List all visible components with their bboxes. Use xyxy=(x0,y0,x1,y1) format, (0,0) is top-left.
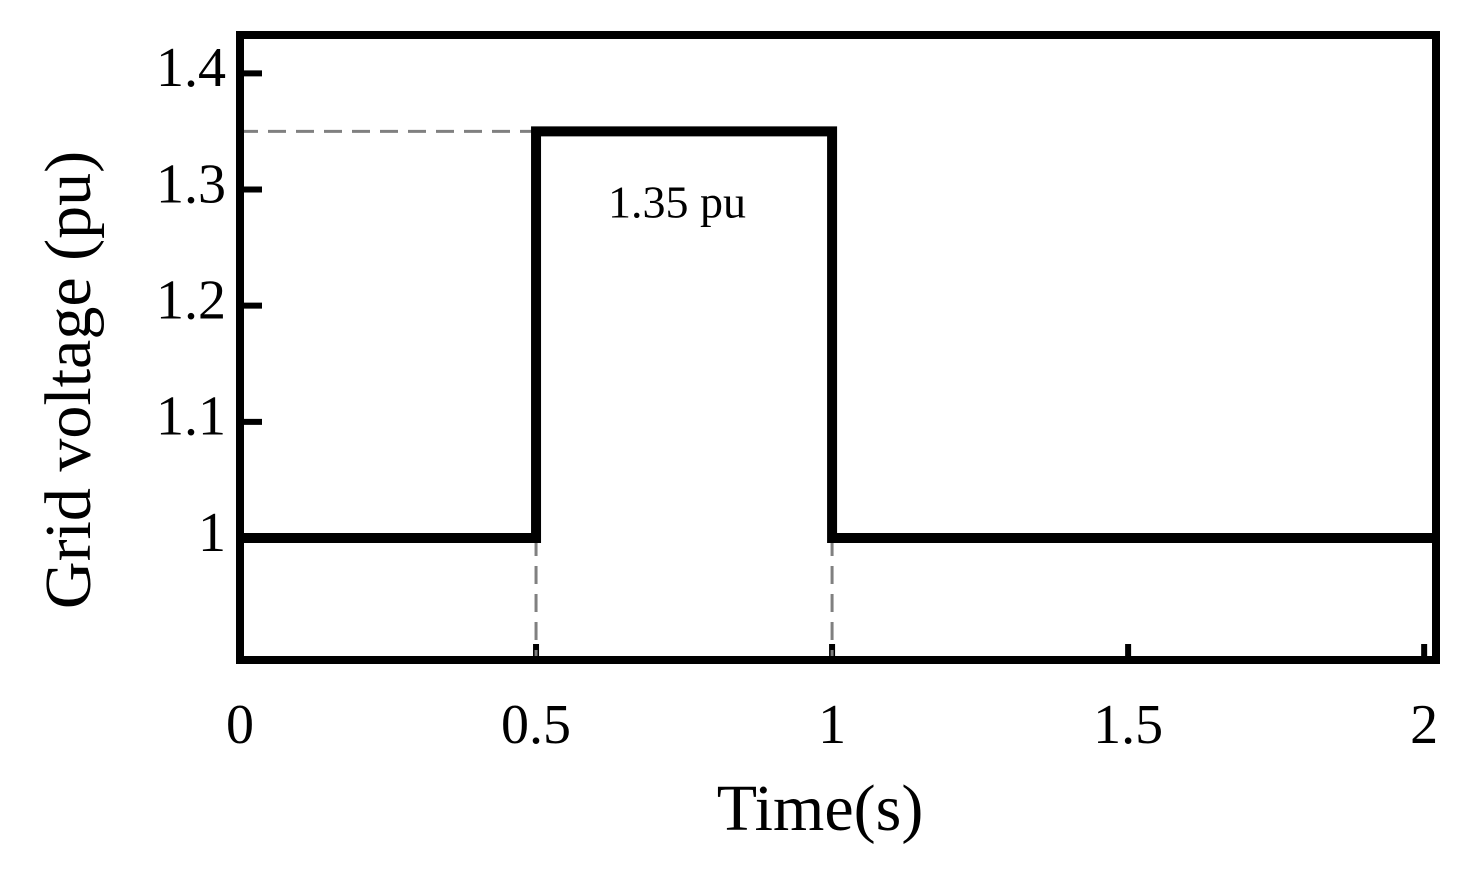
y-tick-label: 1.3 xyxy=(156,153,226,215)
plot-frame xyxy=(236,31,1440,664)
y-axis-label: Grid voltage (pu) xyxy=(32,151,105,609)
y-tick-label: 1.2 xyxy=(156,270,226,332)
data-line xyxy=(240,126,1436,544)
x-tick-label: 0.5 xyxy=(501,694,571,756)
x-tick-label: 1 xyxy=(818,694,846,756)
y-tick-label: 1.1 xyxy=(156,386,226,448)
x-tick-label: 0 xyxy=(226,694,254,756)
y-tick-label: 1 xyxy=(198,502,226,564)
x-tick-label: 1.5 xyxy=(1093,694,1163,756)
y-tick-label: 1.4 xyxy=(156,37,226,99)
annotation: 1.35 pu xyxy=(608,177,746,228)
x-tick-label: 2 xyxy=(1410,694,1438,756)
x-axis-label: Time(s) xyxy=(717,772,924,845)
